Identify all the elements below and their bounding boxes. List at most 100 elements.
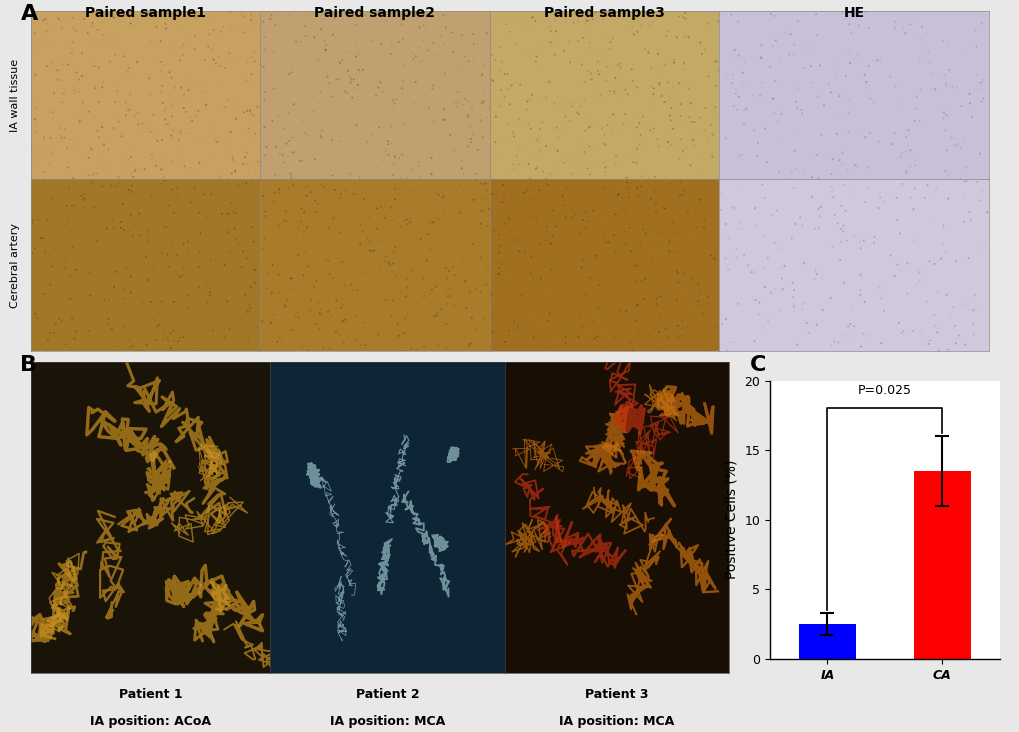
Point bbox=[693, 301, 709, 313]
Point bbox=[157, 18, 173, 30]
Point bbox=[771, 56, 788, 67]
Point bbox=[713, 318, 730, 329]
Point bbox=[560, 38, 577, 50]
Point bbox=[937, 289, 954, 301]
Point bbox=[238, 75, 255, 86]
Point bbox=[772, 136, 789, 148]
Point bbox=[395, 60, 412, 72]
Point bbox=[561, 150, 578, 162]
Point bbox=[840, 45, 856, 57]
Point bbox=[352, 171, 368, 183]
Point bbox=[478, 193, 494, 205]
Point bbox=[54, 22, 70, 34]
Point bbox=[139, 339, 155, 351]
Point bbox=[127, 211, 144, 223]
Point bbox=[785, 48, 801, 60]
Point bbox=[849, 50, 865, 61]
Point bbox=[148, 289, 164, 301]
Point bbox=[97, 294, 113, 305]
Point bbox=[654, 201, 671, 212]
Point bbox=[534, 116, 550, 128]
Point bbox=[731, 91, 747, 102]
Point bbox=[263, 317, 279, 329]
Point bbox=[772, 108, 789, 120]
Point bbox=[795, 62, 811, 74]
Point bbox=[622, 235, 638, 247]
Point bbox=[43, 279, 59, 291]
Point bbox=[68, 67, 85, 78]
Point bbox=[320, 255, 336, 267]
Point bbox=[415, 19, 431, 31]
Point bbox=[621, 5, 637, 17]
Point bbox=[490, 262, 506, 274]
Point bbox=[527, 163, 543, 175]
Point bbox=[589, 331, 605, 343]
Point bbox=[346, 334, 363, 346]
Point bbox=[342, 168, 359, 180]
Point bbox=[68, 264, 85, 276]
Point bbox=[81, 152, 97, 163]
Point bbox=[495, 188, 512, 200]
Point bbox=[256, 31, 272, 43]
Point bbox=[129, 119, 146, 130]
Point bbox=[523, 123, 539, 135]
Point bbox=[973, 76, 989, 88]
Point bbox=[703, 176, 719, 187]
Point bbox=[531, 124, 547, 135]
Point bbox=[496, 91, 513, 102]
Point bbox=[651, 78, 667, 90]
Point bbox=[314, 124, 330, 136]
Point bbox=[595, 157, 611, 169]
Point bbox=[290, 317, 307, 329]
Point bbox=[94, 181, 110, 193]
Point bbox=[373, 201, 389, 213]
Point bbox=[506, 76, 523, 88]
Point bbox=[287, 36, 304, 48]
Point bbox=[356, 193, 372, 204]
Point bbox=[64, 242, 81, 253]
Point bbox=[206, 24, 222, 36]
Point bbox=[531, 59, 547, 71]
Point bbox=[664, 217, 681, 228]
Point bbox=[454, 99, 471, 111]
Point bbox=[73, 5, 90, 17]
Point bbox=[501, 163, 518, 175]
Point bbox=[460, 111, 476, 122]
Point bbox=[920, 255, 936, 267]
Point bbox=[256, 44, 272, 56]
Point bbox=[964, 318, 980, 329]
Point bbox=[717, 313, 734, 325]
Point bbox=[632, 236, 648, 248]
Point bbox=[619, 89, 635, 100]
Point bbox=[111, 340, 127, 352]
Point bbox=[661, 245, 678, 257]
Point bbox=[680, 231, 696, 242]
Point bbox=[701, 314, 717, 326]
Text: Paired sample1: Paired sample1 bbox=[85, 6, 206, 20]
Point bbox=[72, 299, 89, 310]
Point bbox=[67, 25, 84, 37]
Point bbox=[669, 332, 686, 343]
Point bbox=[605, 229, 622, 241]
Point bbox=[730, 50, 746, 61]
Point bbox=[512, 11, 528, 23]
Point bbox=[434, 315, 450, 327]
Point bbox=[625, 156, 641, 168]
Point bbox=[832, 254, 848, 266]
Point bbox=[474, 70, 490, 81]
Point bbox=[447, 102, 464, 113]
Point bbox=[355, 266, 371, 278]
Point bbox=[574, 247, 590, 258]
Point bbox=[108, 339, 124, 351]
Point bbox=[390, 152, 407, 164]
Point bbox=[346, 82, 363, 94]
Point bbox=[190, 10, 206, 22]
Point bbox=[839, 330, 855, 342]
Point bbox=[477, 178, 493, 190]
Point bbox=[89, 168, 105, 179]
Point bbox=[937, 81, 954, 92]
Point bbox=[614, 95, 631, 107]
Point bbox=[840, 321, 856, 332]
Point bbox=[671, 77, 687, 89]
Point bbox=[384, 100, 400, 112]
